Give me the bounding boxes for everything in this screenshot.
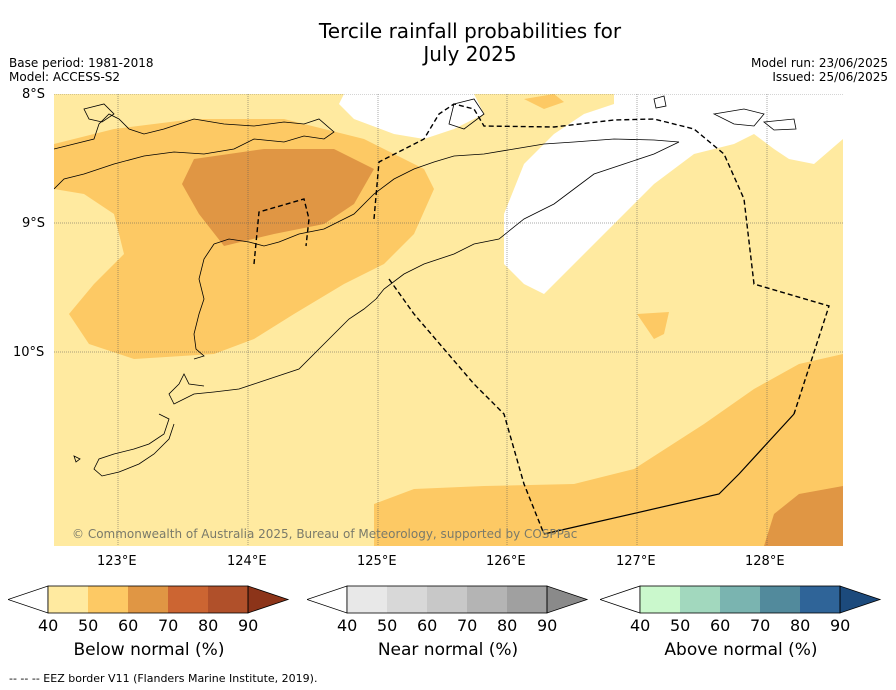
colorbar-tick-label: 60	[118, 616, 139, 635]
white-zone-north	[339, 94, 484, 139]
lon-label-123e: 123°E	[97, 554, 137, 569]
zone-50-60-small-north	[524, 94, 564, 109]
zone-50-60-south	[374, 354, 843, 546]
title-line-1: Tercile rainfall probabilities for	[318, 19, 622, 43]
colorbar-segment	[680, 586, 720, 613]
colorbar-label-near: Near normal (%)	[377, 640, 519, 660]
colorbar-tick-label: 40	[630, 616, 651, 635]
colorbar-segment	[88, 586, 128, 613]
zone-50-60-small-center	[637, 312, 669, 339]
colorbar-tick-label: 80	[497, 616, 518, 635]
colorbar-extend-high	[546, 585, 589, 614]
colorbar-tick-label: 50	[78, 616, 99, 635]
colorbar-below-normal	[8, 585, 290, 614]
eez-footer-note: -- -- -- EEZ border V11 (Flanders Marine…	[9, 672, 318, 685]
colorbar-tick-label: 70	[158, 616, 179, 635]
colorbar-label-above: Above normal (%)	[664, 640, 818, 660]
colorbar-segment	[720, 586, 760, 613]
zone-60-70-southeast	[764, 486, 843, 546]
colorbar-tick-label: 90	[537, 616, 558, 635]
model-name: Model: ACCESS-S2	[9, 70, 121, 84]
colorbar-outline	[639, 585, 841, 614]
colorbar-segment	[640, 586, 680, 613]
model-run: Model run: 23/06/2025	[750, 56, 888, 70]
lon-label-125e: 125°E	[357, 554, 397, 569]
colorbar-segment	[800, 586, 840, 613]
white-zone-east	[504, 94, 843, 294]
eez-border	[253, 103, 830, 535]
colorbar-extend-high	[247, 585, 290, 614]
colorbar-outline	[47, 585, 249, 614]
colorbar-extend-high	[839, 585, 882, 614]
colorbar-tick-label: 80	[198, 616, 219, 635]
colorbar-tick-label: 40	[337, 616, 358, 635]
meta-left: Base period: 1981-2018 Model: ACCESS-S2	[9, 56, 154, 84]
colorbar-extend-low	[600, 585, 641, 614]
graticule	[54, 94, 843, 546]
lon-label-124e: 124°E	[227, 554, 267, 569]
colorbar-tick-label: 60	[417, 616, 438, 635]
copyright-note: © Commonwealth of Australia 2025, Bureau…	[72, 527, 578, 541]
meta-right: Model run: 23/06/2025 Issued: 25/06/2025	[751, 56, 888, 84]
colorbar-segment	[467, 586, 507, 613]
lon-label-126e: 126°E	[486, 554, 526, 569]
colorbar-segment	[128, 586, 168, 613]
eez-solid-segment	[543, 413, 795, 535]
colorbar-tick-label: 60	[710, 616, 731, 635]
colorbar-segment	[387, 586, 427, 613]
colorbar-segment	[168, 586, 208, 613]
colorbar-segment	[427, 586, 467, 613]
colorbar-tick-label: 70	[750, 616, 771, 635]
coastline	[54, 95, 797, 477]
colorbar-tick-label: 40	[38, 616, 59, 635]
colorbar-extend-low	[8, 585, 49, 614]
lon-label-127e: 127°E	[616, 554, 656, 569]
colorbar-tick-label: 90	[830, 616, 851, 635]
colorbar-extend-low	[307, 585, 348, 614]
base-period: Base period: 1981-2018	[9, 56, 154, 70]
lon-label-128e: 128°E	[745, 554, 785, 569]
lat-label-8s: 8°S	[22, 87, 46, 102]
colorbar-segment	[760, 586, 800, 613]
map-title: Tercile rainfall probabilities for July …	[0, 20, 896, 66]
colorbar-segment	[347, 586, 387, 613]
colorbar-segment	[48, 586, 88, 613]
rainfall-probability-map	[54, 94, 843, 546]
colorbar-above-normal	[600, 585, 882, 614]
colorbar-tick-label: 80	[790, 616, 811, 635]
lat-label-9s: 9°S	[22, 216, 46, 231]
colorbar-label-below: Below normal (%)	[73, 640, 225, 660]
colorbar-segment	[507, 586, 547, 613]
colorbar-tick-label: 90	[238, 616, 259, 635]
colorbar-tick-label: 50	[670, 616, 691, 635]
colorbar-outline	[346, 585, 548, 614]
colorbar-near-normal	[307, 585, 589, 614]
zone-60-70-west	[182, 149, 374, 246]
colorbar-segment	[208, 586, 248, 613]
title-line-2: July 2025	[423, 42, 517, 66]
issued-date: Issued: 25/06/2025	[772, 70, 888, 84]
colorbar-tick-label: 70	[457, 616, 478, 635]
colorbar-tick-label: 50	[377, 616, 398, 635]
lat-label-10s: 10°S	[13, 345, 45, 360]
